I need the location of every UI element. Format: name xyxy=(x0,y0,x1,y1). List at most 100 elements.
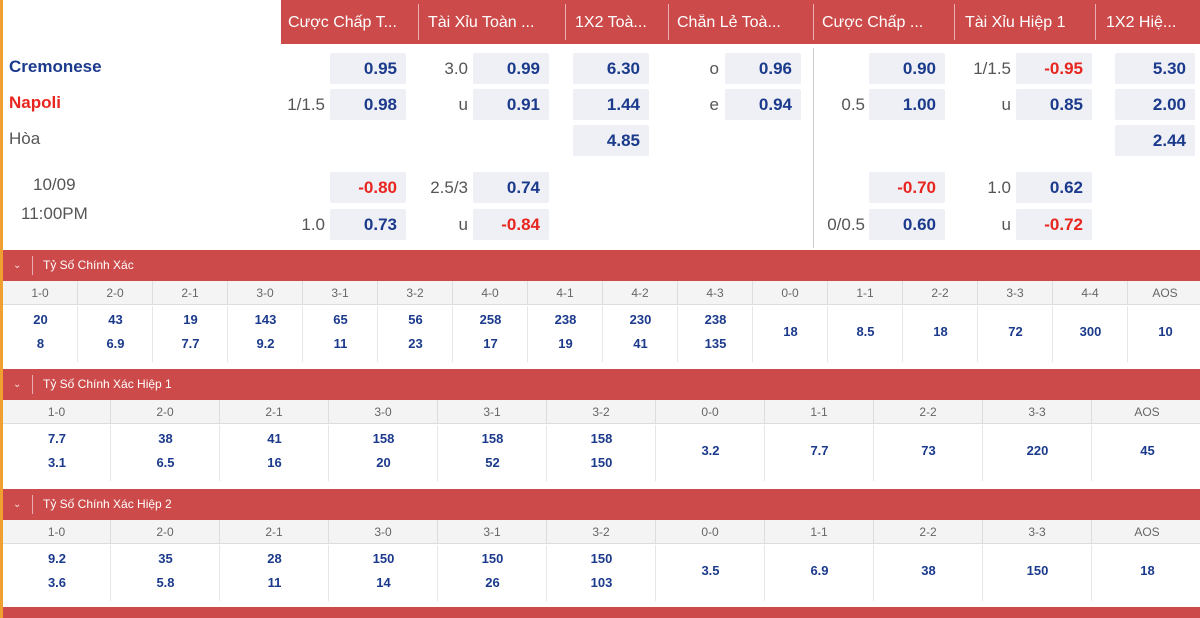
odds-alt-hdp-home[interactable]: -0.80 xyxy=(330,172,406,203)
score-odds-top[interactable]: 300 xyxy=(1079,324,1102,339)
chevron-down-icon[interactable]: ⌄ xyxy=(13,260,22,271)
score-odds-top[interactable]: 43 xyxy=(108,312,123,327)
score-odds-cell[interactable]: 35 5.8 xyxy=(111,545,220,601)
score-odds-cell[interactable]: 238 135 xyxy=(678,306,753,362)
score-odds-top[interactable]: 150 xyxy=(481,551,504,566)
score-odds-cell[interactable]: 150 103 xyxy=(547,545,656,601)
score-odds-cell[interactable]: 73 xyxy=(874,425,983,481)
score-odds-top[interactable]: 7.7 xyxy=(810,443,829,458)
score-odds-bottom[interactable]: 19 xyxy=(558,336,573,351)
score-odds-top[interactable]: 6.9 xyxy=(810,563,829,578)
odds-h1-1x2-away[interactable]: 2.00 xyxy=(1115,89,1195,120)
score-odds-bottom[interactable]: 9.2 xyxy=(256,336,275,351)
score-odds-bottom[interactable]: 26 xyxy=(485,575,500,590)
score-odds-cell[interactable]: 38 xyxy=(874,545,983,601)
odds-h1-ou-over[interactable]: -0.95 xyxy=(1016,53,1092,84)
col-ou-ft[interactable]: Tài Xỉu Toàn ... xyxy=(428,14,535,31)
score-odds-cell[interactable]: 18 xyxy=(903,306,978,362)
score-odds-cell[interactable]: 18 xyxy=(753,306,828,362)
score-odds-top[interactable]: 150 xyxy=(1026,563,1049,578)
score-odds-cell[interactable]: 10 xyxy=(1128,306,1200,362)
score-odds-bottom[interactable]: 11 xyxy=(267,575,282,590)
score-odds-bottom[interactable]: 14 xyxy=(376,575,391,590)
score-odds-cell[interactable]: 258 17 xyxy=(453,306,528,362)
odds-1x2-home[interactable]: 6.30 xyxy=(573,53,649,84)
score-odds-cell[interactable]: 72 xyxy=(978,306,1053,362)
score-odds-cell[interactable]: 6.9 xyxy=(765,545,874,601)
odds-alt-ou-under[interactable]: -0.84 xyxy=(473,209,549,240)
score-odds-bottom[interactable]: 16 xyxy=(267,455,282,470)
score-odds-cell[interactable]: 20 8 xyxy=(3,306,78,362)
col-handicap-ft[interactable]: Cược Chấp T... xyxy=(288,14,397,31)
score-odds-top[interactable]: 38 xyxy=(158,431,173,446)
score-odds-top[interactable]: 72 xyxy=(1008,324,1023,339)
score-odds-top[interactable]: 3.5 xyxy=(701,563,720,578)
score-odds-bottom[interactable]: 6.9 xyxy=(106,336,125,351)
score-odds-cell[interactable]: 18 xyxy=(1092,545,1200,601)
score-odds-cell[interactable]: 158 52 xyxy=(438,425,547,481)
score-odds-bottom[interactable]: 11 xyxy=(333,336,348,351)
score-odds-bottom[interactable]: 6.5 xyxy=(156,455,175,470)
score-odds-bottom[interactable]: 41 xyxy=(633,336,648,351)
score-odds-top[interactable]: 150 xyxy=(372,551,395,566)
section-header[interactable]: ⌄ Tỷ Số Chính Xác Hiệp 1 xyxy=(3,369,1200,400)
score-odds-cell[interactable]: 3.2 xyxy=(656,425,765,481)
score-odds-cell[interactable]: 150 14 xyxy=(329,545,438,601)
score-odds-top[interactable]: 35 xyxy=(158,551,173,566)
score-odds-bottom[interactable]: 5.8 xyxy=(156,575,175,590)
score-odds-bottom[interactable]: 52 xyxy=(485,455,500,470)
odds-ou-over[interactable]: 0.99 xyxy=(473,53,549,84)
score-odds-bottom[interactable]: 150 xyxy=(590,455,613,470)
odds-alt-h1-hdp-home[interactable]: -0.70 xyxy=(869,172,945,203)
score-odds-top[interactable]: 28 xyxy=(267,551,282,566)
score-odds-top[interactable]: 41 xyxy=(267,431,282,446)
score-odds-top[interactable]: 18 xyxy=(783,324,798,339)
score-odds-bottom[interactable]: 8 xyxy=(36,336,45,351)
score-odds-top[interactable]: 65 xyxy=(333,312,348,327)
score-odds-top[interactable]: 238 xyxy=(554,312,577,327)
odds-ou-under[interactable]: 0.91 xyxy=(473,89,549,120)
score-odds-bottom[interactable]: 23 xyxy=(408,336,423,351)
score-odds-cell[interactable]: 7.7 xyxy=(765,425,874,481)
score-odds-cell[interactable]: 7.7 3.1 xyxy=(3,425,111,481)
score-odds-bottom[interactable]: 7.7 xyxy=(181,336,200,351)
score-odds-top[interactable]: 9.2 xyxy=(47,551,67,566)
col-oddeven-ft[interactable]: Chẵn Lẻ Toà... xyxy=(677,14,781,31)
odds-alt-h1-hdp-away[interactable]: 0.60 xyxy=(869,209,945,240)
score-odds-cell[interactable]: 45 xyxy=(1092,425,1200,481)
odds-1x2-away[interactable]: 1.44 xyxy=(573,89,649,120)
odds-h1-1x2-draw[interactable]: 2.44 xyxy=(1115,125,1195,156)
score-odds-bottom[interactable]: 103 xyxy=(590,575,613,590)
score-odds-cell[interactable]: 38 6.5 xyxy=(111,425,220,481)
score-odds-top[interactable]: 18 xyxy=(1140,563,1155,578)
score-odds-top[interactable]: 238 xyxy=(704,312,727,327)
odds-oe-even[interactable]: 0.94 xyxy=(725,89,801,120)
next-section-header[interactable] xyxy=(3,607,1200,618)
score-odds-bottom[interactable]: 3.6 xyxy=(47,575,67,590)
score-odds-top[interactable]: 10 xyxy=(1158,324,1173,339)
score-odds-cell[interactable]: 220 xyxy=(983,425,1092,481)
score-odds-top[interactable]: 230 xyxy=(629,312,652,327)
section-header[interactable]: ⌄ Tỷ Số Chính Xác xyxy=(3,250,1200,281)
score-odds-top[interactable]: 73 xyxy=(921,443,936,458)
score-odds-cell[interactable]: 19 7.7 xyxy=(153,306,228,362)
score-odds-top[interactable]: 7.7 xyxy=(47,431,67,446)
score-odds-bottom[interactable]: 3.1 xyxy=(47,455,67,470)
odds-alt-h1-ou-under[interactable]: -0.72 xyxy=(1016,209,1092,240)
odds-1x2-draw[interactable]: 4.85 xyxy=(573,125,649,156)
col-1x2-h1[interactable]: 1X2 Hiệ... xyxy=(1106,14,1177,31)
score-odds-top[interactable]: 220 xyxy=(1026,443,1049,458)
score-odds-top[interactable]: 150 xyxy=(590,551,613,566)
score-odds-bottom[interactable]: 135 xyxy=(704,336,727,351)
score-odds-top[interactable]: 158 xyxy=(372,431,395,446)
score-odds-bottom[interactable]: 17 xyxy=(483,336,498,351)
odds-h1-ou-under[interactable]: 0.85 xyxy=(1016,89,1092,120)
score-odds-cell[interactable]: 65 11 xyxy=(303,306,378,362)
odds-h1-1x2-home[interactable]: 5.30 xyxy=(1115,53,1195,84)
score-odds-top[interactable]: 56 xyxy=(408,312,423,327)
score-odds-cell[interactable]: 158 20 xyxy=(329,425,438,481)
odds-oe-odd[interactable]: 0.96 xyxy=(725,53,801,84)
section-header[interactable]: ⌄ Tỷ Số Chính Xác Hiệp 2 xyxy=(3,489,1200,520)
score-odds-cell[interactable]: 143 9.2 xyxy=(228,306,303,362)
score-odds-cell[interactable]: 9.2 3.6 xyxy=(3,545,111,601)
